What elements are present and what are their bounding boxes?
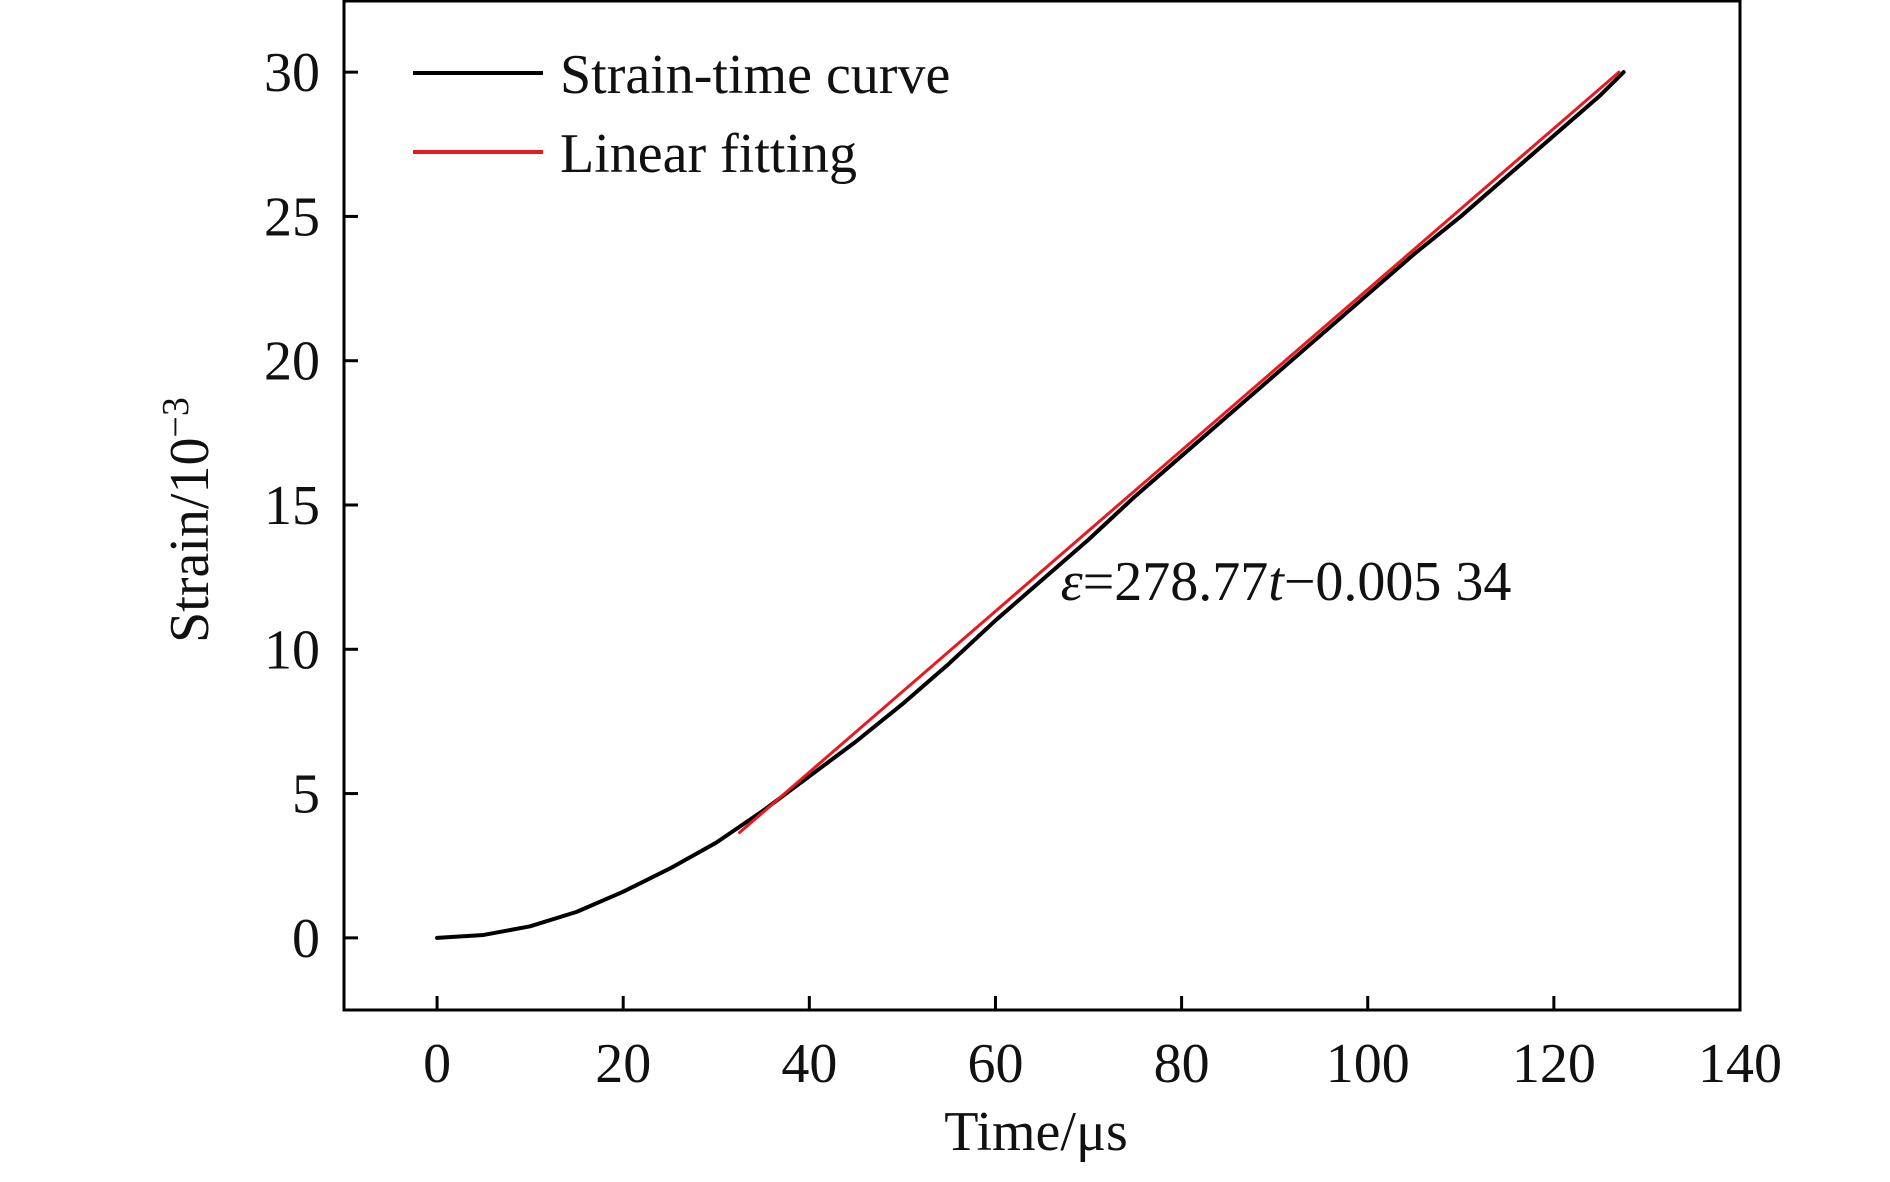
annotation-intercept: −0.005 34: [1284, 551, 1512, 613]
x-tick-label-40: 40: [781, 1033, 837, 1095]
y-axis-title: Strain/10−3: [155, 397, 221, 643]
annotation-epsilon: ε: [1061, 551, 1084, 613]
y-axis-title-base: Strain/10: [159, 438, 221, 643]
x-tick-label-60: 60: [967, 1033, 1023, 1095]
x-tick-label-120: 120: [1512, 1033, 1596, 1095]
series-line-linear-fitting: [738, 70, 1621, 835]
series-line-strain-time-curve: [435, 70, 1626, 940]
legend-label-strain-time-curve: Strain-time curve: [560, 44, 950, 106]
x-tick-label-80: 80: [1154, 1033, 1210, 1095]
y-tick-label-5: 5: [292, 764, 320, 826]
y-tick-label-10: 10: [264, 619, 320, 681]
y-axis-title-exponent: −3: [155, 397, 197, 437]
x-tick-label-0: 0: [423, 1033, 451, 1095]
x-tick-label-100: 100: [1326, 1033, 1410, 1095]
y-tick-label-20: 20: [264, 331, 320, 393]
y-tick-label-15: 15: [264, 475, 320, 537]
x-tick-label-140: 140: [1698, 1033, 1782, 1095]
fit-equation-annotation: ε=278.77t−0.005 34: [1061, 551, 1512, 613]
y-tick-label-30: 30: [264, 42, 320, 104]
y-axis: 0 5 10 15 20 25 30: [264, 42, 358, 970]
annotation-coefficient: =278.77: [1083, 551, 1269, 613]
svg-text:Strain/10−3: Strain/10−3: [155, 397, 221, 643]
plot-border: [342, 0, 1742, 1012]
plot-frame: [342, 0, 1742, 1012]
x-axis: 0 20 40 60 80 100 120 140: [423, 996, 1782, 1095]
x-axis-title: Time/μs: [944, 1101, 1128, 1163]
legend-label-linear-fitting: Linear fitting: [560, 123, 857, 185]
legend: Strain-time curve Linear fitting: [413, 44, 950, 185]
series-layer: [435, 70, 1626, 940]
annotation-t: t: [1268, 551, 1285, 613]
y-tick-label-0: 0: [292, 908, 320, 970]
x-tick-label-20: 20: [595, 1033, 651, 1095]
y-tick-label-25: 25: [264, 186, 320, 248]
